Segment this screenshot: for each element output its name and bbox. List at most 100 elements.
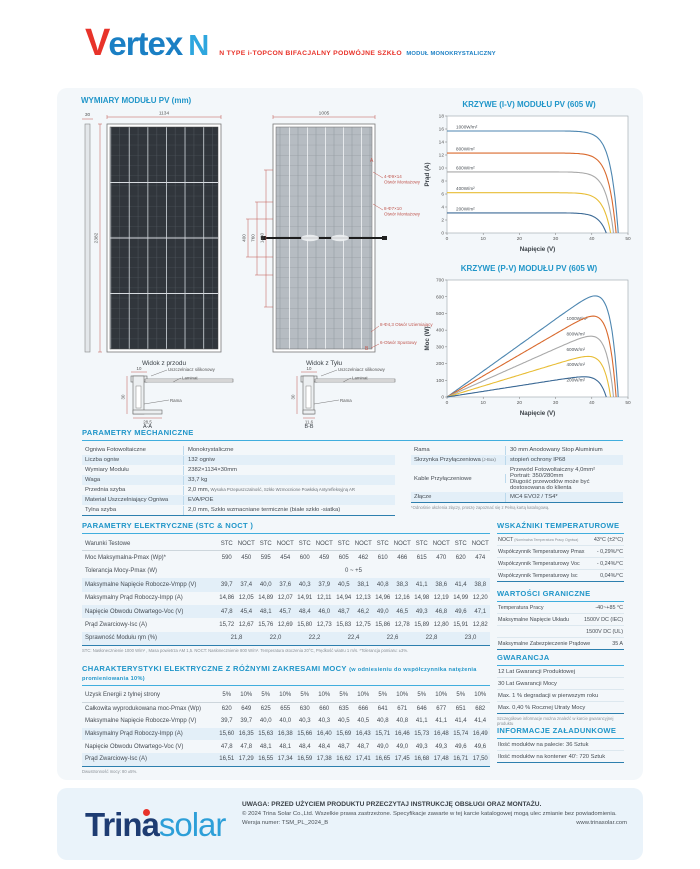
- sidebar-value: - 0,24%/°C: [596, 560, 623, 567]
- dimensions-title: WYMIARY MODUŁU PV (mm): [81, 96, 192, 105]
- rear-width-dim: 1005: [319, 111, 330, 117]
- chart-svg: 0 10 20 30 40 500100200300400500600700Napięci…: [424, 278, 631, 417]
- param-row: Maksymalny Prąd Roboczy-Impp (A) 14,86 12,…: [82, 592, 490, 605]
- param-value: 47,1: [474, 608, 487, 615]
- param-value: 12,13: [355, 595, 371, 602]
- param-header-row: Uzysk Energii z tylnej strony 5% 10% 5% 10% 5…: [82, 689, 490, 703]
- mech-value-line: 30 mm Anodowany Stop Aluminium: [510, 447, 603, 453]
- param-value: 41,1: [415, 718, 428, 725]
- series-800W/m²: [446, 315, 617, 398]
- param-value: 14,91: [297, 595, 313, 602]
- warranty-section: GWARANCJA 12 Lat Gwarancji Produktowej 30…: [497, 653, 624, 726]
- param-pair-value: 22,8: [425, 635, 438, 642]
- sidebar-row: Maksymalne Zabezpieczenie Prądowe 35 A: [497, 637, 624, 649]
- mech-label: Waga: [82, 475, 184, 485]
- param-row: Całkowita wyprodukowana moc-Pmax (Wp) 620…: [82, 703, 490, 716]
- sidebar-row: Współczynnik Temperaturowy Pmax - 0,29%/°…: [497, 545, 624, 557]
- param-value: 655: [280, 705, 291, 712]
- param-value: 620: [221, 705, 232, 712]
- param-value: 15,63: [258, 731, 274, 738]
- footer: Trinasolar UWAGA: PRZED UŻYCIEM PRODUKTU…: [57, 788, 643, 860]
- mech-label-small: (J-Box): [480, 457, 496, 462]
- svg-text:Napięcie (V): Napięcie (V): [520, 410, 555, 417]
- param-value: 49,3: [415, 743, 428, 750]
- param-col-header: NOCT: [315, 540, 333, 547]
- mech-row: Ogniwa Fotowoltaiczne Monokrystaliczne: [82, 445, 395, 455]
- param-col-header: 5%: [456, 692, 466, 699]
- param-value: 46,2: [357, 608, 370, 615]
- param-value: 15,86: [375, 622, 391, 629]
- mech-row: Materiał Uszczelniający Ogniwa EVA/POE: [82, 495, 395, 505]
- sidebar-list-item: Ilość modułów na kontener 40': 720 Sztuk: [497, 750, 624, 762]
- mech-value: Monokrystaliczne: [184, 446, 238, 455]
- param-value: 651: [455, 705, 466, 712]
- mech-value: EVA/POE: [184, 496, 217, 505]
- svg-text:Rama: Rama: [170, 398, 182, 403]
- mechanical-table-left: Ogniwa Fotowoltaiczne Monokrystaliczne Lic…: [82, 445, 395, 516]
- param-value: 16,40: [316, 731, 332, 738]
- param-col-header: 5%: [222, 692, 232, 699]
- sidebar-list-item: Max. 0,40 % Rocznej Utraty Mocy: [497, 701, 624, 713]
- mechanical-section: PARAMETRY MECHANICZNE Ogniwa Fotowoltaic…: [82, 428, 623, 516]
- temperature-title: WSKAŹNIKI TEMPERATUROWE: [497, 521, 624, 534]
- logo-ertex: ertex: [108, 25, 183, 62]
- param-value: 16,65: [375, 756, 391, 763]
- param-value: 12,07: [277, 595, 293, 602]
- svg-text:10: 10: [481, 400, 487, 406]
- param-row: Napięcie Obwodu Otwartego-Voc (V) 47,8 45,…: [82, 604, 490, 619]
- param-value: 40,8: [376, 581, 389, 588]
- param-value: 590: [221, 555, 232, 562]
- param-col-header: NOCT: [276, 540, 294, 547]
- iv-chart: KRZYWE (I-V) MODUŁU PV (605 W) 0 10 20 30 40…: [423, 100, 635, 258]
- front-thickness-dim: 30: [85, 112, 91, 118]
- param-value: 49,6: [454, 608, 467, 615]
- sidebar-list-item: 12 Lat Gwarancji Produktowej: [498, 668, 576, 675]
- power-ranges-subtitle: (w odniesieniu do współczynnika natężeni…: [82, 667, 477, 682]
- footer-website-link[interactable]: www.trinasolar.com: [576, 820, 627, 826]
- param-value: 649: [241, 705, 252, 712]
- param-value: 49,6: [474, 743, 487, 750]
- param-value: 49,3: [415, 608, 428, 615]
- param-value: 38,8: [474, 581, 487, 588]
- pv-chart-title: KRZYWE (P-V) MODUŁU PV (605 W): [460, 264, 598, 273]
- mech-row: Skrzynka Przyłączeniowa (J-Box) stopień o…: [411, 455, 623, 465]
- svg-text:300: 300: [436, 344, 444, 350]
- mech-value-line: Monokrystaliczne: [188, 447, 234, 453]
- sidebar-value: 35 A: [612, 640, 623, 647]
- param-value: 12,05: [238, 595, 254, 602]
- power-ranges-section: CHARAKTERYSTYKI ELEKTRYCZNE Z RÓŻNYMI ZA…: [82, 664, 490, 774]
- param-col-header: NOCT: [237, 540, 255, 547]
- mech-value-line: Przewód Fotowoltaiczny 4,0mm²: [510, 466, 596, 473]
- sidebar-value: - 0,29%/°C: [596, 548, 623, 555]
- svg-text:B-B: B-B: [305, 424, 314, 428]
- front-width-dim: 1134: [159, 111, 170, 117]
- mech-label: Złącze: [411, 492, 506, 502]
- param-value: 677: [436, 705, 447, 712]
- param-row: Moc Maksymalna-Pmax (Wp)* 590 450 595 454 600…: [82, 551, 490, 564]
- mech-label: Skrzynka Przyłączeniowa (J-Box): [411, 455, 506, 465]
- param-col-header: STC: [454, 540, 467, 547]
- svg-text:12: 12: [439, 153, 445, 159]
- param-value: 595: [260, 555, 271, 562]
- param-row-label: Sprawność Modułu ηm (%): [85, 635, 158, 642]
- series-600W/m²: [446, 335, 615, 398]
- mech-value: Przewód Fotowoltaiczny 4,0mm² Portrait: 3…: [506, 465, 623, 492]
- param-col-header: STC: [415, 540, 428, 547]
- temperature-list: NOCT (Nominalna Temperatura Pracy Ogniwa…: [497, 534, 624, 582]
- param-col-header: NOCT: [471, 540, 489, 547]
- param-value: 14,99: [453, 595, 469, 602]
- param-value: 16,59: [297, 756, 313, 763]
- cross-section-bb: 10 Uszczelniacz silikonowy Laminat 30 Ra…: [291, 366, 396, 428]
- param-value: 40,0: [259, 581, 272, 588]
- cross-section-aa: 10 Uszczelniacz silikonowy Laminat 30 Ra…: [121, 366, 234, 428]
- param-value: 48,1: [259, 608, 272, 615]
- param-value: 49,6: [454, 743, 467, 750]
- svg-text:20: 20: [517, 236, 523, 242]
- param-value: 15,89: [414, 622, 430, 629]
- iv-chart-plot: 0 10 20 30 40 50 0 2 4 6 8 10 12 14 16 18 Napięcie (V) Pr…: [423, 111, 635, 258]
- vertex-logo: Vertex N: [85, 22, 209, 65]
- svg-text:400W/m²: 400W/m²: [566, 362, 585, 367]
- param-row: Maksymalny Prąd Roboczy-Impp (A) 15,60 16,…: [82, 727, 490, 741]
- param-value: 48,7: [337, 743, 350, 750]
- param-col-header: STC: [298, 540, 311, 547]
